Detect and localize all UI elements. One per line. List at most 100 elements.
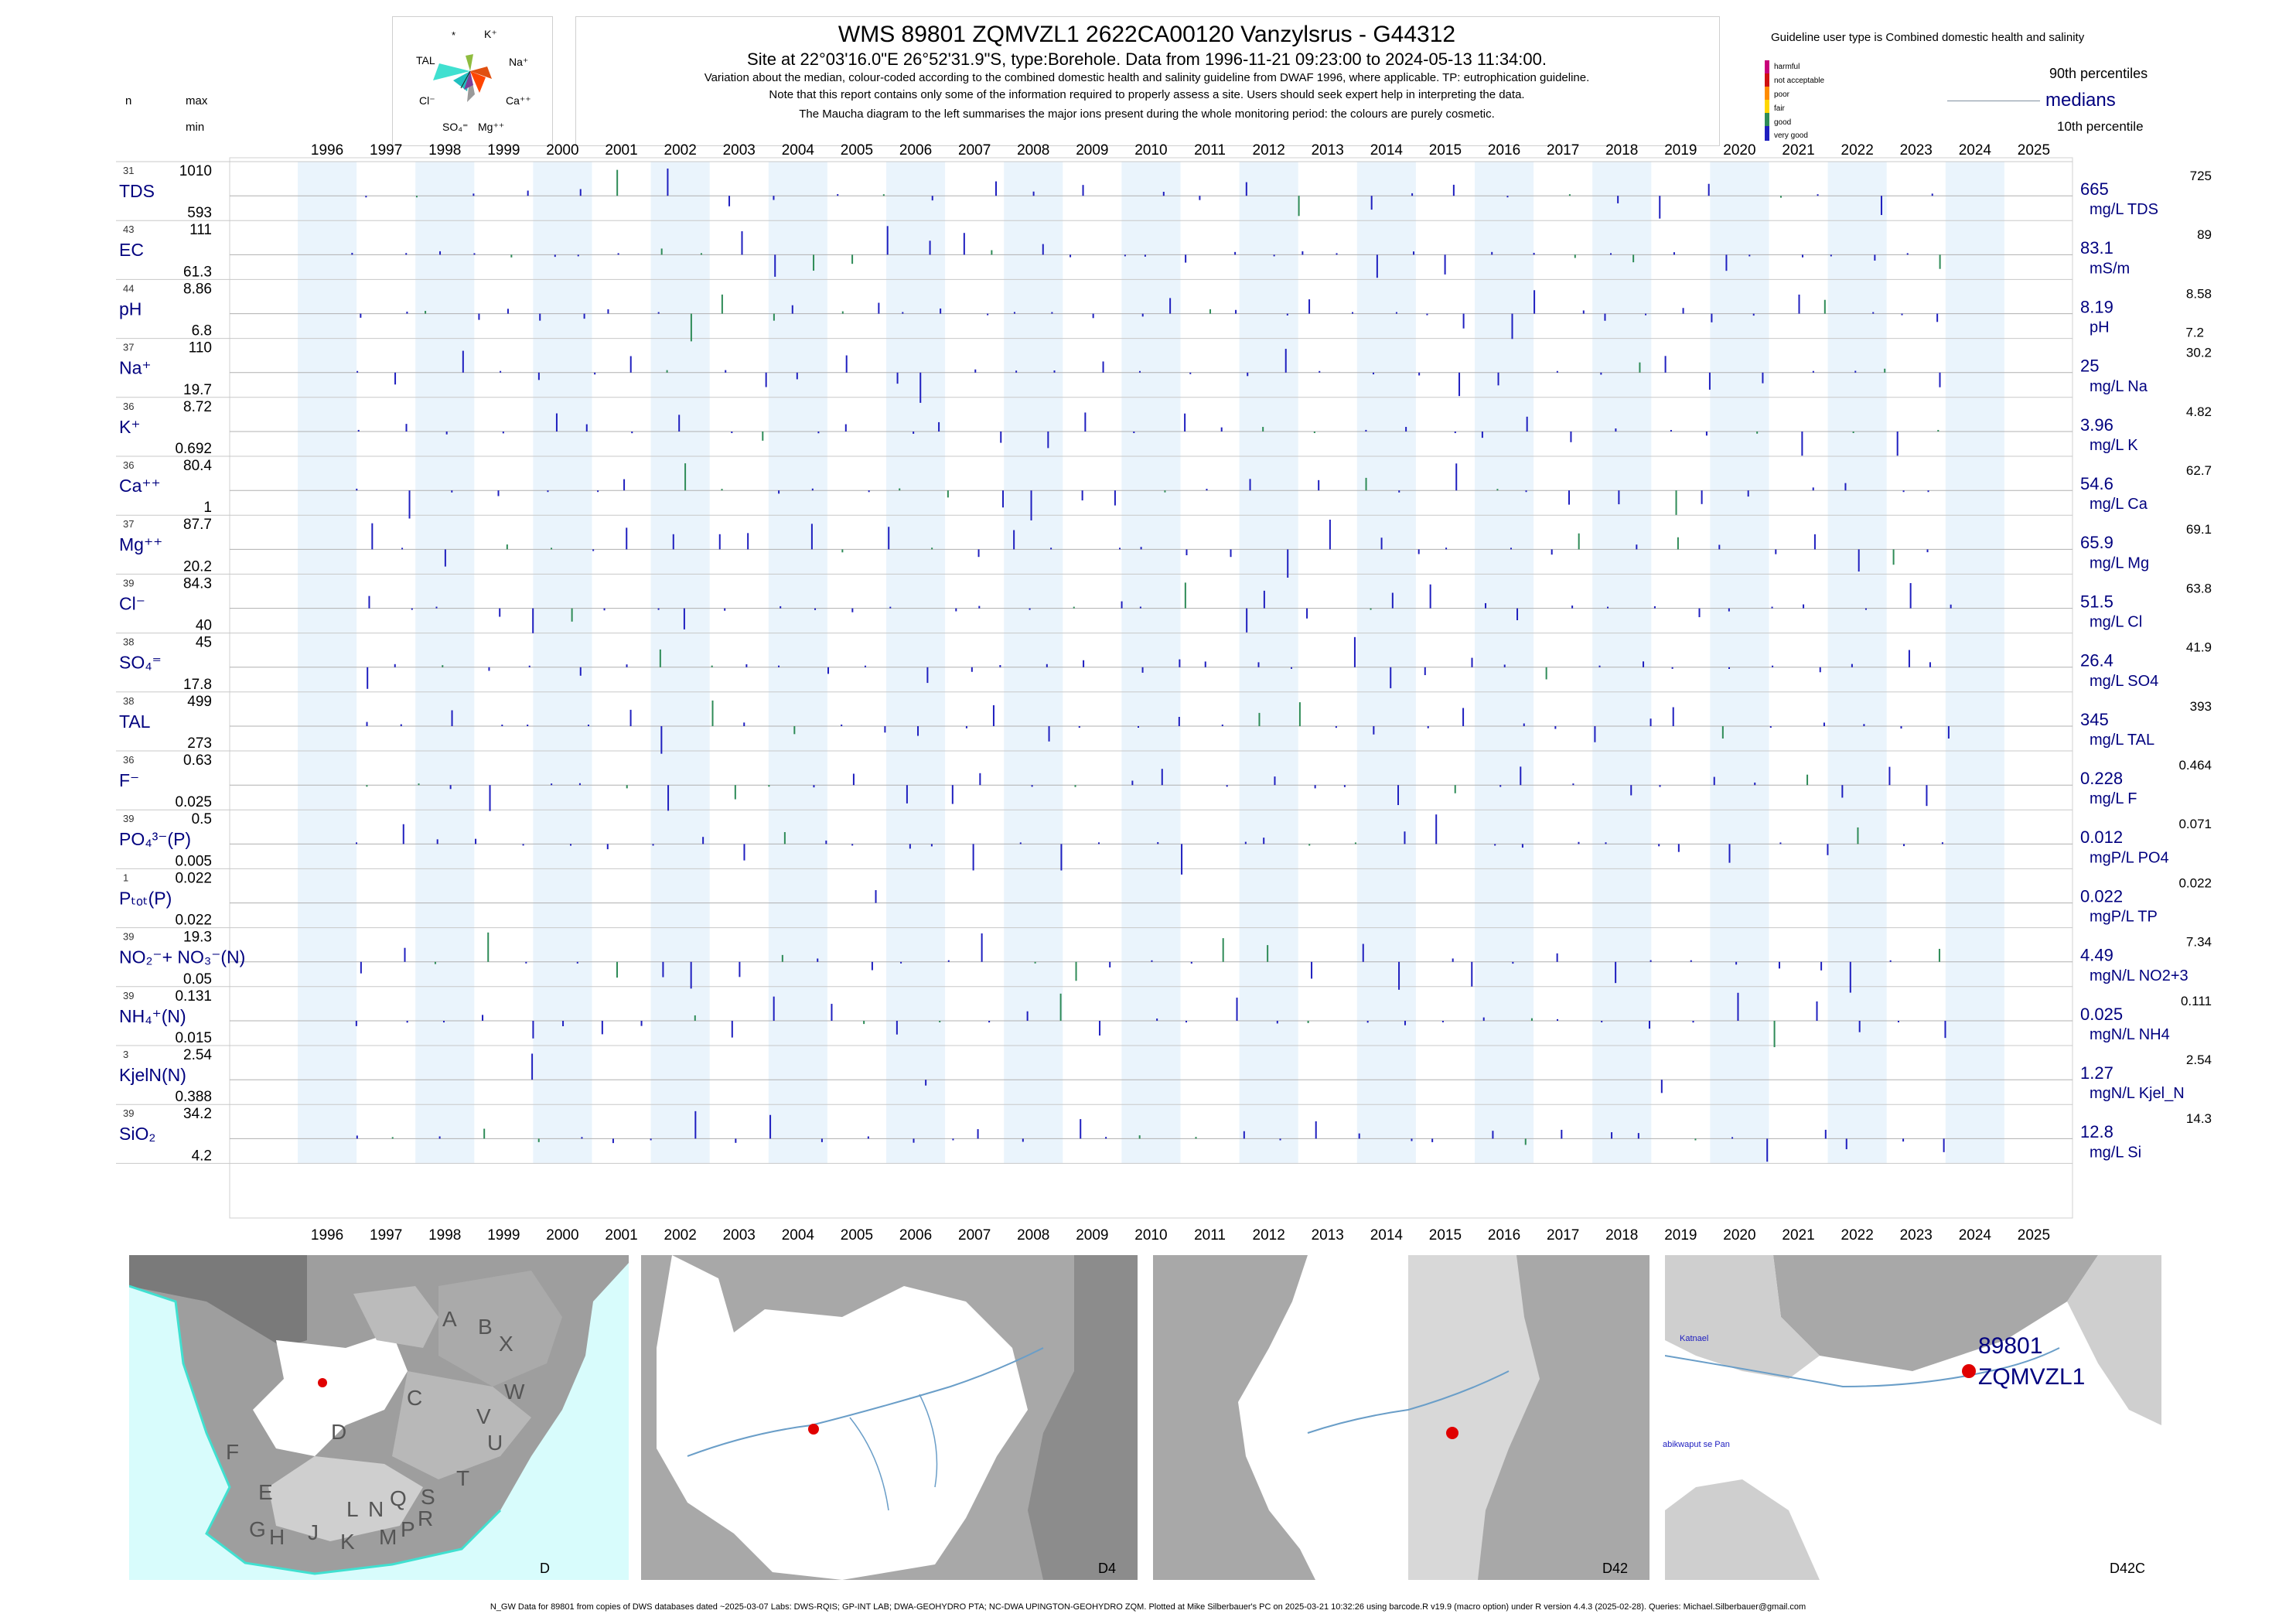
- row-max-5: 80.4: [183, 458, 212, 474]
- year-band-1996: [298, 162, 357, 1164]
- row-p90-15: 2.54: [2186, 1053, 2212, 1067]
- row-p90-16: 14.3: [2186, 1111, 2212, 1126]
- row-n-4: 36: [123, 401, 134, 412]
- map-d: [129, 1255, 629, 1580]
- x-tick-bottom-2006: 2006: [899, 1227, 932, 1244]
- header-note-3: The Maucha diagram to the left summarise…: [799, 107, 1495, 121]
- map-d-letter-r: R: [418, 1506, 434, 1530]
- maucha-label-tal: TAL: [416, 54, 435, 67]
- row-min-14: 0.015: [175, 1030, 212, 1046]
- x-tick-bottom-2013: 2013: [1312, 1227, 1344, 1244]
- site-marker-d4: [808, 1424, 819, 1435]
- legend-cat-5: very good: [1774, 131, 1808, 140]
- row-unit-0: mg/L TDS: [2090, 201, 2158, 218]
- row-p90-5: 62.7: [2186, 463, 2212, 478]
- year-band-2008: [1004, 162, 1063, 1164]
- row-median-3: 25: [2080, 357, 2099, 376]
- x-tick-bottom-2023: 2023: [1900, 1227, 1933, 1244]
- row-unit-10: mg/L F: [2090, 790, 2137, 807]
- row-min-2: 6.8: [192, 323, 212, 339]
- map-place-1: Katnael: [1680, 1334, 1709, 1343]
- row-label-6: Mg⁺⁺: [119, 534, 162, 554]
- row-max-10: 0.63: [183, 752, 212, 769]
- header-note-1: Variation about the median, colour-coded…: [704, 71, 1590, 84]
- map-d-letter-b: B: [478, 1315, 493, 1339]
- x-tick-top-2013: 2013: [1312, 142, 1344, 159]
- row-n-14: 39: [123, 990, 134, 1001]
- row-n-0: 31: [123, 165, 134, 176]
- map-d-letter-e: E: [258, 1480, 273, 1504]
- header-note-2: Note that this report contains only some…: [769, 88, 1525, 101]
- row-unit-9: mg/L TAL: [2090, 732, 2154, 749]
- page-subtitle: Site at 22°03'16.0"E 26°52'31.9"S, type:…: [747, 49, 1547, 69]
- row-max-8: 45: [196, 635, 212, 651]
- row-median-11: 0.012: [2080, 827, 2123, 847]
- row-p90-11: 0.071: [2178, 817, 2212, 831]
- year-band-2014: [1356, 162, 1416, 1164]
- row-label-9: TAL: [119, 711, 151, 732]
- map-d-letter-d: D: [331, 1420, 347, 1444]
- x-tick-bottom-2018: 2018: [1605, 1227, 1638, 1244]
- row-label-1: EC: [119, 240, 144, 260]
- year-band-2022: [1827, 162, 1887, 1164]
- row-n-6: 37: [123, 518, 134, 530]
- row-label-2: pH: [119, 299, 142, 319]
- row-unit-3: mg/L Na: [2090, 378, 2148, 395]
- row-n-1: 43: [123, 223, 134, 235]
- year-band-1998: [415, 162, 475, 1164]
- year-band-2024: [1945, 162, 2004, 1164]
- row-unit-4: mg/L K: [2090, 437, 2138, 454]
- row-p90-7: 63.8: [2186, 581, 2212, 595]
- x-tick-top-2021: 2021: [1782, 142, 1814, 159]
- row-label-8: SO₄⁼: [119, 653, 162, 673]
- row-unit-8: mg/L SO4: [2090, 673, 2158, 690]
- map-d-letter-q: Q: [390, 1486, 407, 1510]
- row-median-13: 4.49: [2080, 946, 2113, 965]
- row-median-16: 12.8: [2080, 1122, 2113, 1141]
- x-tick-bottom-2015: 2015: [1429, 1227, 1462, 1244]
- row-max-14: 0.131: [175, 988, 212, 1005]
- legend-cat-2: poor: [1774, 90, 1790, 99]
- row-label-5: Ca⁺⁺: [119, 476, 161, 496]
- row-min-15: 0.388: [175, 1089, 212, 1105]
- year-shading: [298, 162, 2004, 1164]
- row-median-9: 345: [2080, 710, 2109, 729]
- row-min-11: 0.005: [175, 853, 212, 869]
- x-tick-top-1997: 1997: [370, 142, 402, 159]
- year-band-2010: [1121, 162, 1181, 1164]
- x-tick-bottom-1996: 1996: [311, 1227, 343, 1244]
- x-tick-bottom-2017: 2017: [1547, 1227, 1579, 1244]
- row-median-15: 1.27: [2080, 1063, 2113, 1083]
- row-min-8: 17.8: [183, 677, 212, 693]
- x-tick-bottom-2025: 2025: [2018, 1227, 2050, 1244]
- x-tick-bottom-2005: 2005: [841, 1227, 873, 1244]
- legend-cat-0: harmful: [1774, 63, 1800, 71]
- x-tick-top-2001: 2001: [605, 142, 637, 159]
- map-d-letter-v: V: [476, 1404, 491, 1428]
- legend-p10: 10th percentile: [2057, 119, 2144, 134]
- row-unit-7: mg/L Cl: [2090, 614, 2142, 631]
- row-label-11: PO₄³⁻(P): [119, 829, 191, 849]
- row-median-2: 8.19: [2080, 297, 2113, 316]
- row-p90-13: 7.34: [2186, 935, 2212, 950]
- row-unit-14: mgN/L NH4: [2090, 1026, 2170, 1043]
- row-p90-4: 4.82: [2186, 404, 2212, 419]
- x-tick-top-1998: 1998: [428, 142, 461, 159]
- row-n-16: 39: [123, 1107, 134, 1119]
- row-min-10: 0.025: [175, 794, 212, 810]
- row-min-7: 40: [196, 618, 212, 634]
- row-max-12: 0.022: [175, 870, 212, 886]
- x-tick-top-2002: 2002: [664, 142, 697, 159]
- legend-medians: medians: [2045, 90, 2116, 111]
- maucha-label-ca: Ca⁺⁺: [506, 94, 531, 107]
- row-p90-2: 8.58: [2186, 286, 2212, 301]
- map-d-letter-f: F: [226, 1440, 240, 1464]
- row-min-4: 0.692: [175, 441, 212, 457]
- row-p90-1: 89: [2197, 227, 2212, 242]
- row-min-3: 19.7: [183, 382, 212, 398]
- x-tick-bottom-2010: 2010: [1134, 1227, 1167, 1244]
- x-tick-bottom-2021: 2021: [1782, 1227, 1814, 1244]
- x-tick-bottom-2019: 2019: [1664, 1227, 1697, 1244]
- legend-cat-3: fair: [1774, 104, 1785, 113]
- row-p90-0: 725: [2190, 169, 2212, 183]
